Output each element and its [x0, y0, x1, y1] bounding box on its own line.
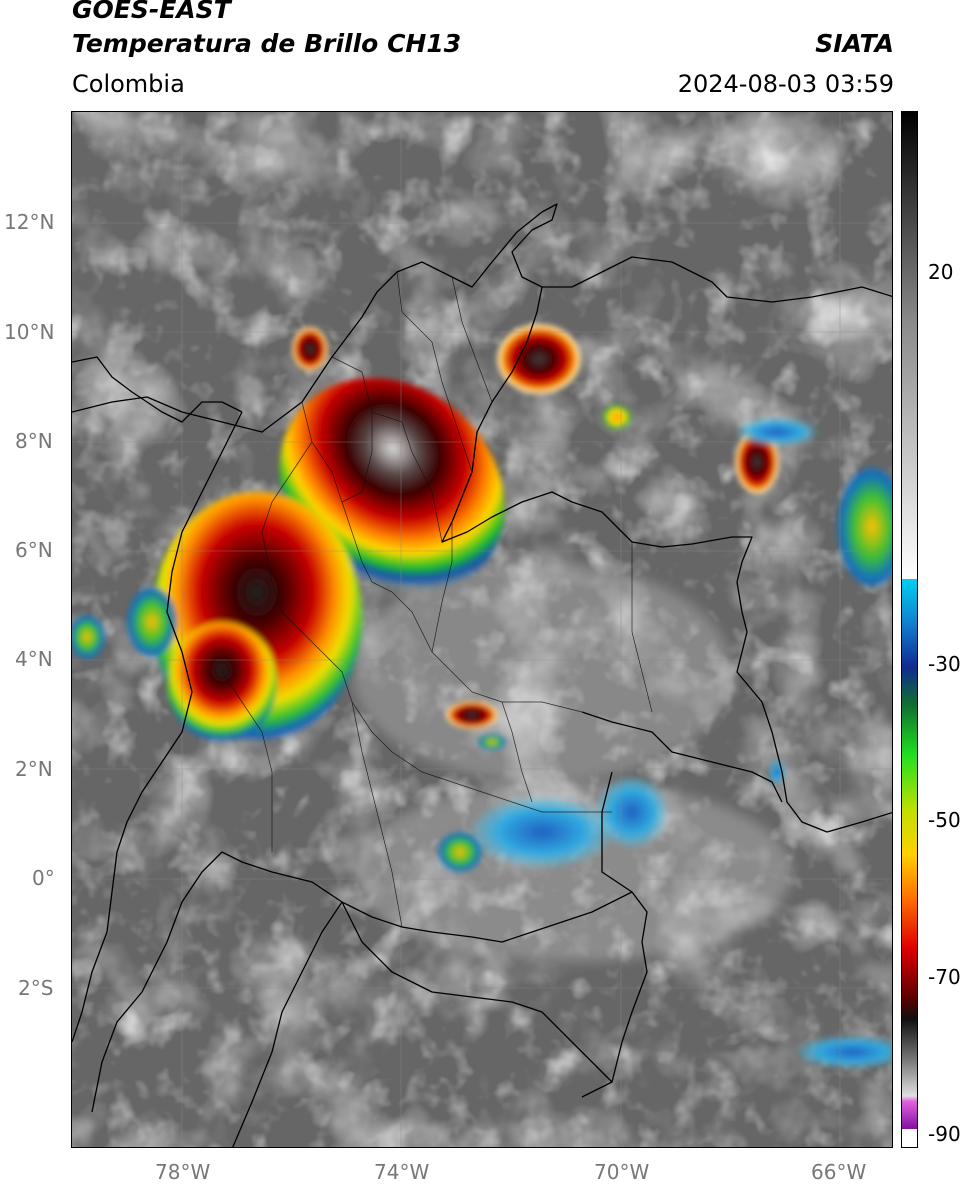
small-cell-b — [603, 405, 631, 429]
graticule — [72, 112, 892, 1147]
title-product: Temperatura de Brillo CH13 — [72, 29, 462, 58]
datetime-label: 2024-08-03 03:59 — [677, 70, 894, 98]
lat-tick-2N: 2°N — [15, 757, 53, 781]
small-cell-a — [292, 327, 328, 371]
lon-tick-70W: 70°W — [594, 1160, 650, 1184]
borders — [72, 203, 892, 1147]
guajira-cell — [497, 324, 581, 394]
venezuela-east-cell — [735, 430, 779, 494]
east-edge-cell — [837, 467, 892, 587]
pacific-south-cell — [167, 622, 277, 742]
colorbar-tick-20: 20 — [928, 260, 954, 284]
colorbar-tick-minus30: -30 — [928, 652, 961, 676]
lon-tick-66W: 66°W — [811, 1160, 867, 1184]
satellite-map[interactable] — [71, 111, 893, 1148]
colorbar-tick-minus50: -50 — [928, 808, 961, 832]
lat-tick-2S: 2°S — [18, 976, 54, 1000]
lon-tick-78W: 78°W — [155, 1160, 211, 1184]
amazon-cluster — [472, 797, 612, 867]
lat-tick-0: 0° — [32, 866, 55, 890]
map-svg — [72, 112, 892, 1147]
colorbar-tick-minus90: -90 — [928, 1122, 961, 1146]
temperature-colorbar — [901, 111, 918, 1148]
lat-tick-6N: 6°N — [15, 538, 53, 562]
lat-tick-4N: 4°N — [15, 647, 53, 671]
region-label: Colombia — [72, 70, 185, 98]
lat-tick-10N: 10°N — [4, 320, 55, 344]
agency-label: SIATA — [815, 29, 894, 58]
title-goes-east: GOES-EAST — [72, 0, 231, 24]
lat-tick-8N: 8°N — [15, 429, 53, 453]
lat-tick-12N: 12°N — [4, 210, 55, 234]
meta-cell — [446, 701, 498, 729]
lon-tick-74W: 74°W — [374, 1160, 430, 1184]
department-borders — [221, 271, 653, 928]
storm-cells — [72, 324, 892, 1068]
colorbar-svg — [902, 112, 917, 1147]
colorbar-tick-minus70: -70 — [928, 965, 961, 989]
